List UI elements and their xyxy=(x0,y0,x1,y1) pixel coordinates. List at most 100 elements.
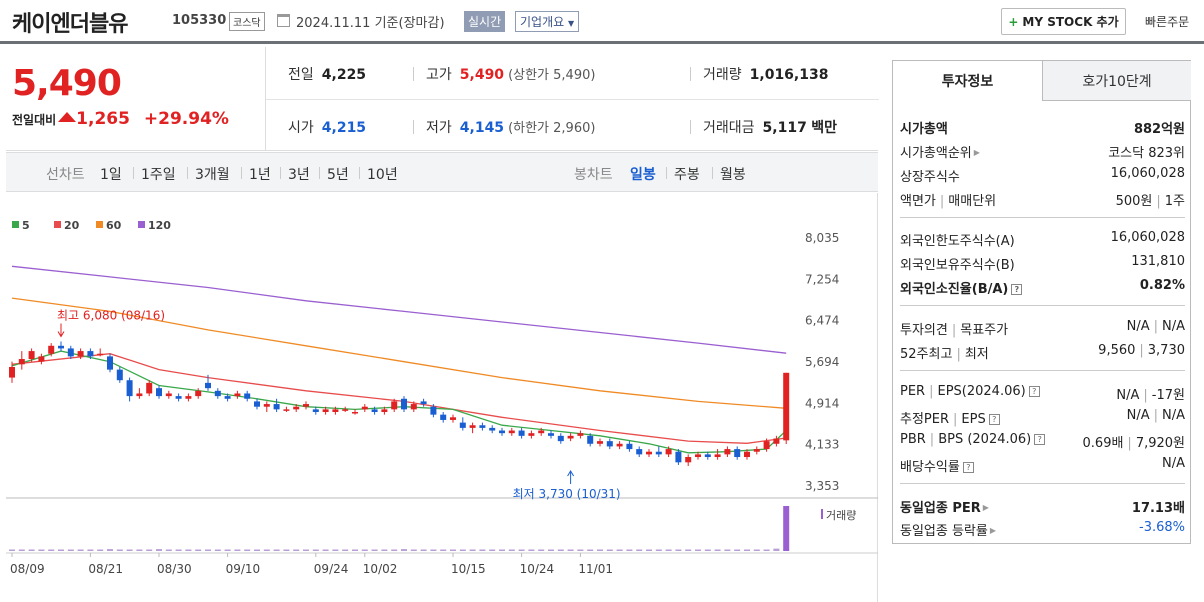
volume-bar xyxy=(538,549,545,551)
candle-daily[interactable]: 일봉 xyxy=(630,167,656,183)
candle-body xyxy=(322,409,329,413)
volume-bar xyxy=(469,549,476,551)
help-icon[interactable]: ? xyxy=(1034,434,1046,445)
range-3m[interactable]: 3개월 xyxy=(187,164,230,184)
high-cell: 고가 5,490 (상한가 5,490) xyxy=(412,64,595,84)
y-tick-label: 4,133 xyxy=(805,438,839,452)
volume-bar xyxy=(77,549,84,551)
row-foreign-limit: 외국인한도주식수(A) 16,060,028 xyxy=(900,227,1185,249)
help-icon[interactable]: ? xyxy=(962,462,974,473)
candle-monthly[interactable]: 월봉 xyxy=(712,164,746,184)
volume-bar xyxy=(312,549,319,551)
volume-bar xyxy=(704,549,711,551)
amount-label: 거래대금 xyxy=(703,120,755,136)
company-overview-button[interactable]: 기업개요 ▼ xyxy=(515,11,580,32)
cap-rank-value: 코스닥 823위 xyxy=(1108,146,1185,161)
row-pbr: PBR | BPS (2024.06)? 0.69배 | 7,920원 xyxy=(900,432,1185,451)
y-tick-label: 4,914 xyxy=(805,396,839,410)
range-3y[interactable]: 3년 xyxy=(280,164,310,184)
candle-body xyxy=(195,390,202,397)
volume-bar xyxy=(9,549,15,551)
volume-bar xyxy=(401,549,407,551)
y-tick-label: 8,035 xyxy=(805,231,839,245)
candle-body xyxy=(577,433,584,436)
volume-bar xyxy=(156,549,162,551)
candle-body xyxy=(665,449,672,455)
amount-unit: 백만 xyxy=(811,120,838,136)
help-icon[interactable]: ? xyxy=(1011,284,1023,295)
chevron-right-icon: ▶ xyxy=(989,526,997,535)
candle-body xyxy=(695,454,701,458)
volume-bar xyxy=(508,549,515,551)
est-per-label: 추정PER xyxy=(900,412,950,427)
tab-orderbook[interactable]: 호가10단계 xyxy=(1042,61,1191,101)
candle-body xyxy=(58,345,64,349)
candle-body xyxy=(548,433,554,436)
candle-body xyxy=(214,390,221,397)
help-icon[interactable]: ? xyxy=(1028,386,1040,397)
price-detail-grid: 전일 4,225 고가 5,490 (상한가 5,490) 거래량 1,016,138 … xyxy=(265,47,879,151)
est-eps-label: EPS xyxy=(961,412,986,427)
row-foreign-ratio: 외국인소진율(B/A)? 0.82% xyxy=(900,275,1185,297)
row-52week: 52주최고 | 최저 9,560 | 3,730 xyxy=(900,343,1185,362)
plus-icon: + xyxy=(1008,14,1019,29)
help-icon[interactable]: ? xyxy=(988,414,1000,425)
row-opinion: 투자의견 | 목표주가 N/A | N/A xyxy=(900,319,1185,338)
volume-bar xyxy=(685,549,692,551)
up-arrow-icon xyxy=(58,112,77,122)
volume-bar xyxy=(499,549,505,551)
candle-body xyxy=(107,356,113,370)
volume-bar xyxy=(479,549,486,551)
row-sector-per[interactable]: 동일업종 PER ▶ 17.13배 xyxy=(900,494,1185,516)
amount-value: 5,117 xyxy=(762,120,807,136)
candle-body xyxy=(391,401,398,410)
low-marker-head xyxy=(567,470,575,477)
realtime-button[interactable]: 실시간 xyxy=(464,11,506,32)
candle-body xyxy=(685,457,692,463)
stock-chart[interactable]: 5 20 60 120 8,035 7,254 6,474 5,694 4,914 4,133 3,… xyxy=(0,193,878,602)
high-marker-head xyxy=(57,331,65,338)
volume-bar xyxy=(410,549,417,551)
quick-order-link[interactable]: 빠른주문 xyxy=(1145,15,1190,29)
legend-swatch xyxy=(96,221,103,228)
range-10y[interactable]: 10년 xyxy=(359,164,398,184)
volume-value: 1,016,138 xyxy=(749,67,829,83)
candle-body xyxy=(606,441,613,447)
prev-close-value: 4,225 xyxy=(321,67,367,83)
candle-body xyxy=(28,351,35,360)
candle-body xyxy=(175,396,182,399)
volume-bar xyxy=(352,549,358,551)
volume-bar xyxy=(58,549,64,551)
volume-bar xyxy=(567,549,574,551)
add-mystock-button[interactable]: + MY STOCK 추가 xyxy=(1001,8,1126,35)
row-cap-rank[interactable]: 시가총액순위 ▶ 코스닥 823위 xyxy=(900,139,1185,161)
row-par: 액면가 | 매매단위 500원 | 1주 xyxy=(900,194,1185,209)
chart-canvas[interactable]: 5 20 60 120 8,035 7,254 6,474 5,694 4,914 4,133 3,… xyxy=(0,193,878,602)
eps-value: -17원 xyxy=(1151,388,1185,403)
range-1y[interactable]: 1년 xyxy=(241,164,271,184)
row-per: PER | EPS(2024.06)? N/A | -17원 xyxy=(900,384,1185,403)
range-1w[interactable]: 1주일 xyxy=(133,164,176,184)
current-price: 5,490 xyxy=(12,63,122,104)
candle-body xyxy=(655,451,662,455)
range-1d[interactable]: 1일 xyxy=(100,167,122,183)
volume-bar xyxy=(224,549,231,551)
y-tick-label: 5,694 xyxy=(805,355,839,369)
legend-swatch xyxy=(54,221,61,228)
volume-bar xyxy=(283,549,290,551)
candle-body xyxy=(18,359,25,365)
y-tick-label: 3,353 xyxy=(805,479,839,493)
per-value: N/A xyxy=(1116,388,1140,403)
x-tick-label: 09/10 xyxy=(226,562,261,576)
volume-bar xyxy=(420,549,427,551)
row-sector-change[interactable]: 동일업종 등락률 ▶ -3.68% xyxy=(900,517,1185,539)
candle-weekly[interactable]: 주봉 xyxy=(666,164,700,184)
change-percent: +29.94% xyxy=(143,109,229,129)
candle-body xyxy=(254,401,260,407)
tab-invest-info[interactable]: 투자정보 xyxy=(893,61,1042,101)
range-5y[interactable]: 5년 xyxy=(319,164,349,184)
volume-bar xyxy=(577,549,584,551)
price-change: 전일대비 1,265 +29.94% xyxy=(12,109,229,129)
candle-body xyxy=(783,372,790,441)
candle-body xyxy=(459,422,466,428)
